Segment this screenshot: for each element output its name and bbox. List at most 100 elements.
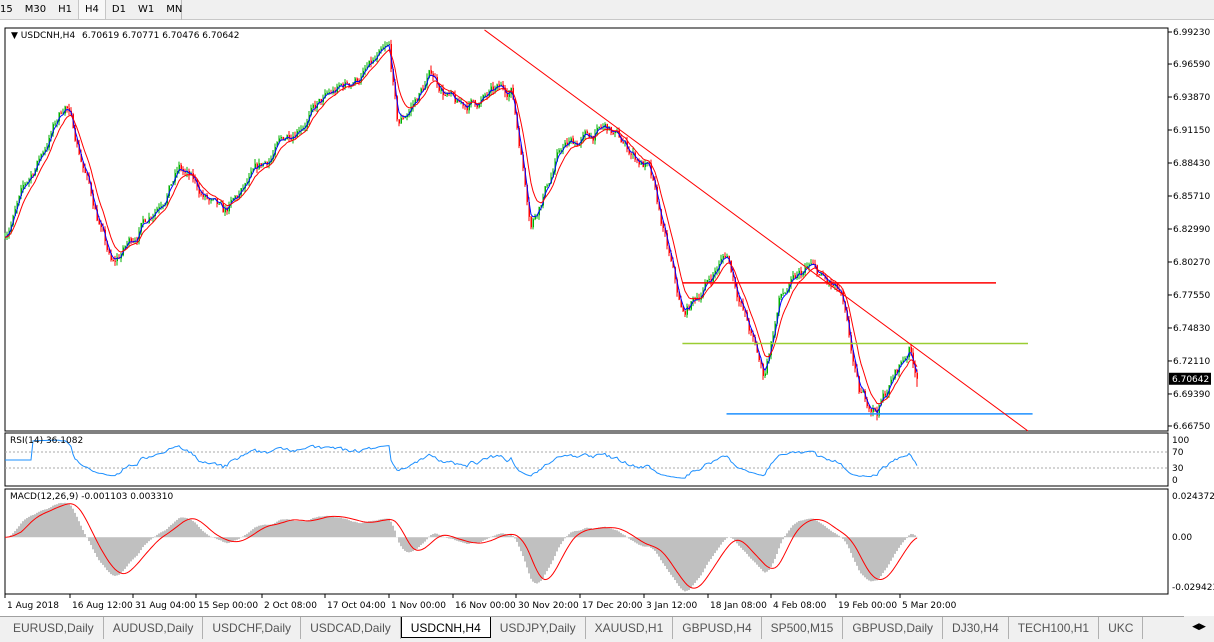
candle-body [234, 196, 236, 199]
tab-usdcnh-h4[interactable]: USDCNH,H4 [400, 617, 491, 638]
candle-body [676, 279, 678, 293]
macd-bar [338, 517, 340, 538]
tab-sp500-m15[interactable]: SP500,M15 [762, 617, 844, 639]
candle-body [572, 138, 574, 145]
time-label: 1 Aug 2018 [7, 601, 59, 611]
macd-bar [576, 530, 578, 538]
candle-body [340, 84, 342, 86]
candle-body [532, 219, 534, 228]
timeframe-d1[interactable]: D1 [111, 4, 126, 15]
macd-bar [244, 535, 246, 538]
tab-tech100-h1[interactable]: TECH100,H1 [1009, 617, 1100, 639]
candle-body [748, 320, 750, 331]
macd-bar [896, 537, 898, 552]
candle-body [614, 131, 616, 134]
tab-gbpusd-daily[interactable]: GBPUSD,Daily [843, 617, 944, 639]
collapse-triangle-icon[interactable]: ▼ [11, 31, 18, 41]
timeframe-w1[interactable]: W1 [137, 4, 155, 15]
candle-body [310, 107, 312, 115]
tab-xauusd-h1[interactable]: XAUUSD,H1 [586, 617, 674, 639]
macd-bar [180, 517, 182, 538]
tab-usdcad-daily[interactable]: USDCAD,Daily [301, 617, 401, 639]
macd-bar [782, 537, 784, 540]
candle-body [706, 280, 708, 283]
macd-bar [422, 537, 424, 544]
chart-area[interactable]: 6.99230 6.96590 6.93870 6.91150 6.88430 6.857… [0, 20, 1214, 616]
tab-gbpusd-h4[interactable]: GBPUSD,H4 [673, 617, 762, 639]
price-label: 6.88430 [1173, 159, 1210, 169]
candle-body [652, 175, 654, 181]
macd-bar [356, 522, 358, 538]
scroll-left-icon[interactable]: ◀ [1192, 622, 1199, 632]
macd-bar [784, 535, 786, 538]
rsi-axis-label: 70 [1172, 448, 1184, 458]
macd-bar [138, 537, 140, 554]
timeframe-h1[interactable]: H1 [58, 4, 72, 15]
tab-ukc[interactable]: UKC [1099, 617, 1144, 639]
macd-bar [110, 537, 112, 575]
macd-bar [30, 515, 32, 538]
candle-body [744, 309, 746, 313]
macd-bar [416, 537, 418, 549]
macd-bar [774, 537, 776, 559]
macd-bar [78, 521, 80, 538]
macd-bar [488, 537, 490, 539]
macd-bar [666, 537, 668, 570]
candle-body [204, 194, 206, 197]
candle-body [100, 224, 102, 228]
timeframe-mn[interactable]: MN [166, 4, 183, 15]
timeframe-15[interactable]: 15 [0, 4, 13, 15]
macd-bar [82, 530, 84, 538]
macd-bar [266, 524, 268, 538]
macd-bar [388, 518, 390, 538]
time-label: 16 Aug 12:00 [72, 601, 133, 611]
macd-bar [126, 537, 128, 567]
macd-bar [114, 537, 116, 576]
timeframe-h4[interactable]: H4 [77, 0, 106, 20]
tab-eurusd-daily[interactable]: EURUSD,Daily [4, 617, 104, 639]
tab-usdchf-daily[interactable]: USDCHF,Daily [203, 617, 302, 639]
macd-bar [752, 537, 754, 561]
macd-bar [222, 537, 224, 542]
macd-bar [780, 537, 782, 544]
macd-bar [408, 537, 410, 553]
macd-bar [346, 519, 348, 538]
macd-bar [190, 519, 192, 538]
time-label: 5 Mar 20:00 [902, 601, 957, 611]
macd-bar [720, 537, 722, 545]
candle-body [356, 78, 358, 82]
tab-audusd-daily[interactable]: AUDUSD,Daily [104, 617, 204, 639]
candle-body [14, 209, 16, 216]
tab-scroll-arrows[interactable]: ◀▶ [1184, 616, 1214, 638]
candle-body [722, 256, 724, 259]
macd-bar [622, 534, 624, 538]
macd-bar [448, 537, 450, 539]
macd-bar [234, 537, 236, 541]
macd-bar [80, 525, 82, 538]
timeframe-m30[interactable]: M30 [24, 4, 47, 15]
candle-body [198, 186, 200, 194]
macd-bar [838, 535, 840, 538]
tab-usdjpy-daily[interactable]: USDJPY,Daily [491, 617, 586, 639]
candle-body [502, 84, 504, 88]
macd-bar [532, 537, 534, 582]
macd-bar [764, 537, 766, 573]
macd-bar [882, 537, 884, 573]
candle-body [280, 137, 282, 139]
candle-body [622, 142, 624, 144]
price-label: 6.85710 [1173, 192, 1210, 202]
candle-body [236, 196, 238, 198]
macd-bar [630, 537, 632, 541]
macd-bar [146, 537, 148, 544]
chart-svg[interactable]: 6.99230 6.96590 6.93870 6.91150 6.88430 6.857… [0, 20, 1214, 616]
macd-bar [218, 537, 220, 540]
macd-bar [544, 537, 546, 575]
macd-bar [546, 537, 548, 572]
candle-body [460, 102, 462, 104]
macd-bar [492, 536, 494, 538]
tab-dj30-h4[interactable]: DJ30,H4 [943, 617, 1009, 639]
scroll-right-icon[interactable]: ▶ [1199, 622, 1206, 632]
macd-bar [452, 537, 454, 540]
macd-bar [406, 537, 408, 553]
macd-bar [842, 537, 844, 539]
